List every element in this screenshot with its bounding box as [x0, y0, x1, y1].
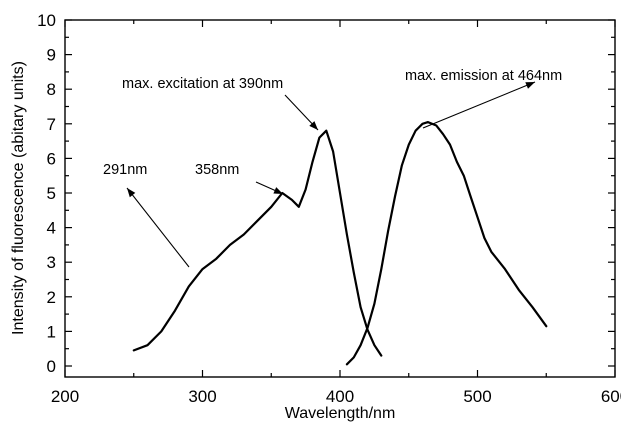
x-tick-label: 400	[326, 387, 354, 406]
data-curves	[132, 120, 548, 366]
y-axis-title: Intensity of fluorescence (abitary units…	[10, 61, 27, 335]
y-tick-label: 8	[47, 80, 56, 99]
y-tick-labels: 0 1 2 3 4 5 6 7 8 9 10	[37, 11, 56, 376]
annotation-max-excitation-arrowhead	[309, 121, 318, 130]
y-tick-label: 10	[37, 11, 56, 30]
y-tick-label: 4	[47, 219, 56, 238]
annotations: 291nm 358nm max. excitation at 390nm max. e…	[103, 68, 562, 268]
y-tick-label: 9	[47, 46, 56, 65]
y-tick-label: 5	[47, 184, 56, 203]
y-tick-label: 2	[47, 288, 56, 307]
annotation-358nm-arrowhead	[273, 187, 283, 194]
annotation-291nm-arrowhead	[127, 188, 136, 198]
annotation-max-emission-arrow	[422, 81, 536, 129]
x-tick-label: 200	[51, 387, 79, 406]
x-tick-label: 500	[463, 387, 491, 406]
axis-ticks	[64, 19, 616, 377]
y-tick-label: 6	[47, 149, 56, 168]
x-axis-title: Wavelength/nm	[285, 405, 396, 422]
x-tick-label: 300	[188, 387, 216, 406]
x-tick-labels: 200 300 400 500 600	[51, 387, 621, 406]
y-tick-label: 0	[47, 357, 56, 376]
excitation-curve	[132, 129, 383, 357]
annotation-291nm-label: 291nm	[103, 162, 147, 178]
annotation-max-emission-label: max. emission at 464nm	[405, 68, 562, 84]
y-tick-label: 3	[47, 253, 56, 272]
y-tick-label: 1	[47, 322, 56, 341]
annotation-max-emission-arrowhead	[525, 82, 535, 89]
annotation-358nm-label: 358nm	[195, 162, 239, 178]
annotation-max-excitation-label: max. excitation at 390nm	[122, 76, 283, 92]
annotation-291nm-arrow	[126, 187, 190, 268]
y-tick-label: 7	[47, 115, 56, 134]
emission-curve	[345, 120, 548, 366]
x-tick-label: 600	[601, 387, 621, 406]
